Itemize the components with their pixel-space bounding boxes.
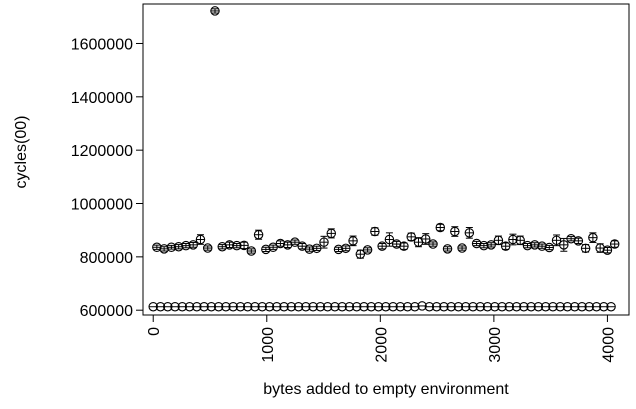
y-tick-label: 600000: [80, 303, 133, 320]
data-point: [239, 240, 249, 251]
y-tick-label: 1000000: [71, 197, 133, 214]
data-point: [573, 236, 584, 246]
data-point: [319, 235, 329, 249]
data-point: [275, 238, 286, 249]
data-point: [326, 228, 337, 239]
data-point: [246, 246, 257, 256]
data-point: [384, 232, 395, 247]
y-tick-label: 1400000: [71, 90, 133, 107]
data-point: [486, 240, 496, 250]
data-point: [442, 244, 453, 254]
x-tick-label: 3000: [487, 327, 504, 363]
data-point: [500, 241, 511, 251]
data-point: [370, 226, 380, 237]
data-point: [341, 243, 351, 254]
data-point: [508, 233, 518, 246]
data-point: [188, 240, 198, 250]
data-point: [450, 226, 460, 237]
data-point: [399, 241, 409, 251]
x-tick-label: 1000: [260, 327, 277, 363]
data-point: [544, 242, 555, 253]
data-point: [606, 301, 616, 312]
y-tick-label: 1600000: [71, 36, 133, 53]
data-point: [457, 243, 467, 253]
data-point: [566, 233, 576, 244]
x-tick-label: 4000: [600, 327, 617, 363]
data-point: [268, 242, 278, 253]
data-point: [515, 235, 525, 246]
x-tick-label: 0: [146, 327, 163, 336]
data-point: [290, 237, 300, 247]
data-point: [348, 235, 358, 247]
data-point: [217, 241, 228, 252]
data-point: [493, 235, 504, 246]
x-tick-label: 2000: [373, 327, 390, 363]
data-point: [580, 243, 591, 254]
data-point: [311, 243, 322, 254]
data-point: [362, 245, 373, 255]
y-tick-label: 800000: [80, 250, 133, 267]
data-point: [355, 249, 366, 259]
data-point: [195, 234, 206, 245]
data-point: [530, 240, 540, 250]
data-point: [202, 243, 213, 253]
data-point: [551, 234, 562, 247]
data-point: [420, 233, 431, 245]
data-point: [210, 6, 220, 16]
data-point: [224, 240, 235, 250]
plot-border: [142, 3, 630, 316]
y-axis-label: cycles(00): [13, 116, 30, 189]
data-point: [428, 239, 438, 249]
data-point: [253, 229, 264, 240]
x-axis-label: bytes added to empty environment: [263, 381, 509, 398]
y-tick-label: 1200000: [71, 143, 133, 160]
data-point: [391, 239, 402, 249]
plot-area: [142, 3, 630, 316]
x-axis: 0 1000 2000 3000 4000: [146, 315, 617, 363]
data-point: [588, 232, 598, 243]
y-axis: 600000 800000 1000000 1200000 1400000 1600000: [71, 36, 143, 320]
data-points: [148, 6, 620, 312]
data-point: [181, 240, 191, 251]
data-point: [406, 232, 416, 242]
data-point: [609, 239, 620, 249]
data-point: [464, 227, 475, 239]
data-point: [435, 222, 446, 233]
data-point: [559, 237, 569, 252]
data-point: [602, 245, 613, 255]
data-point: [377, 241, 387, 251]
data-point: [595, 243, 605, 253]
